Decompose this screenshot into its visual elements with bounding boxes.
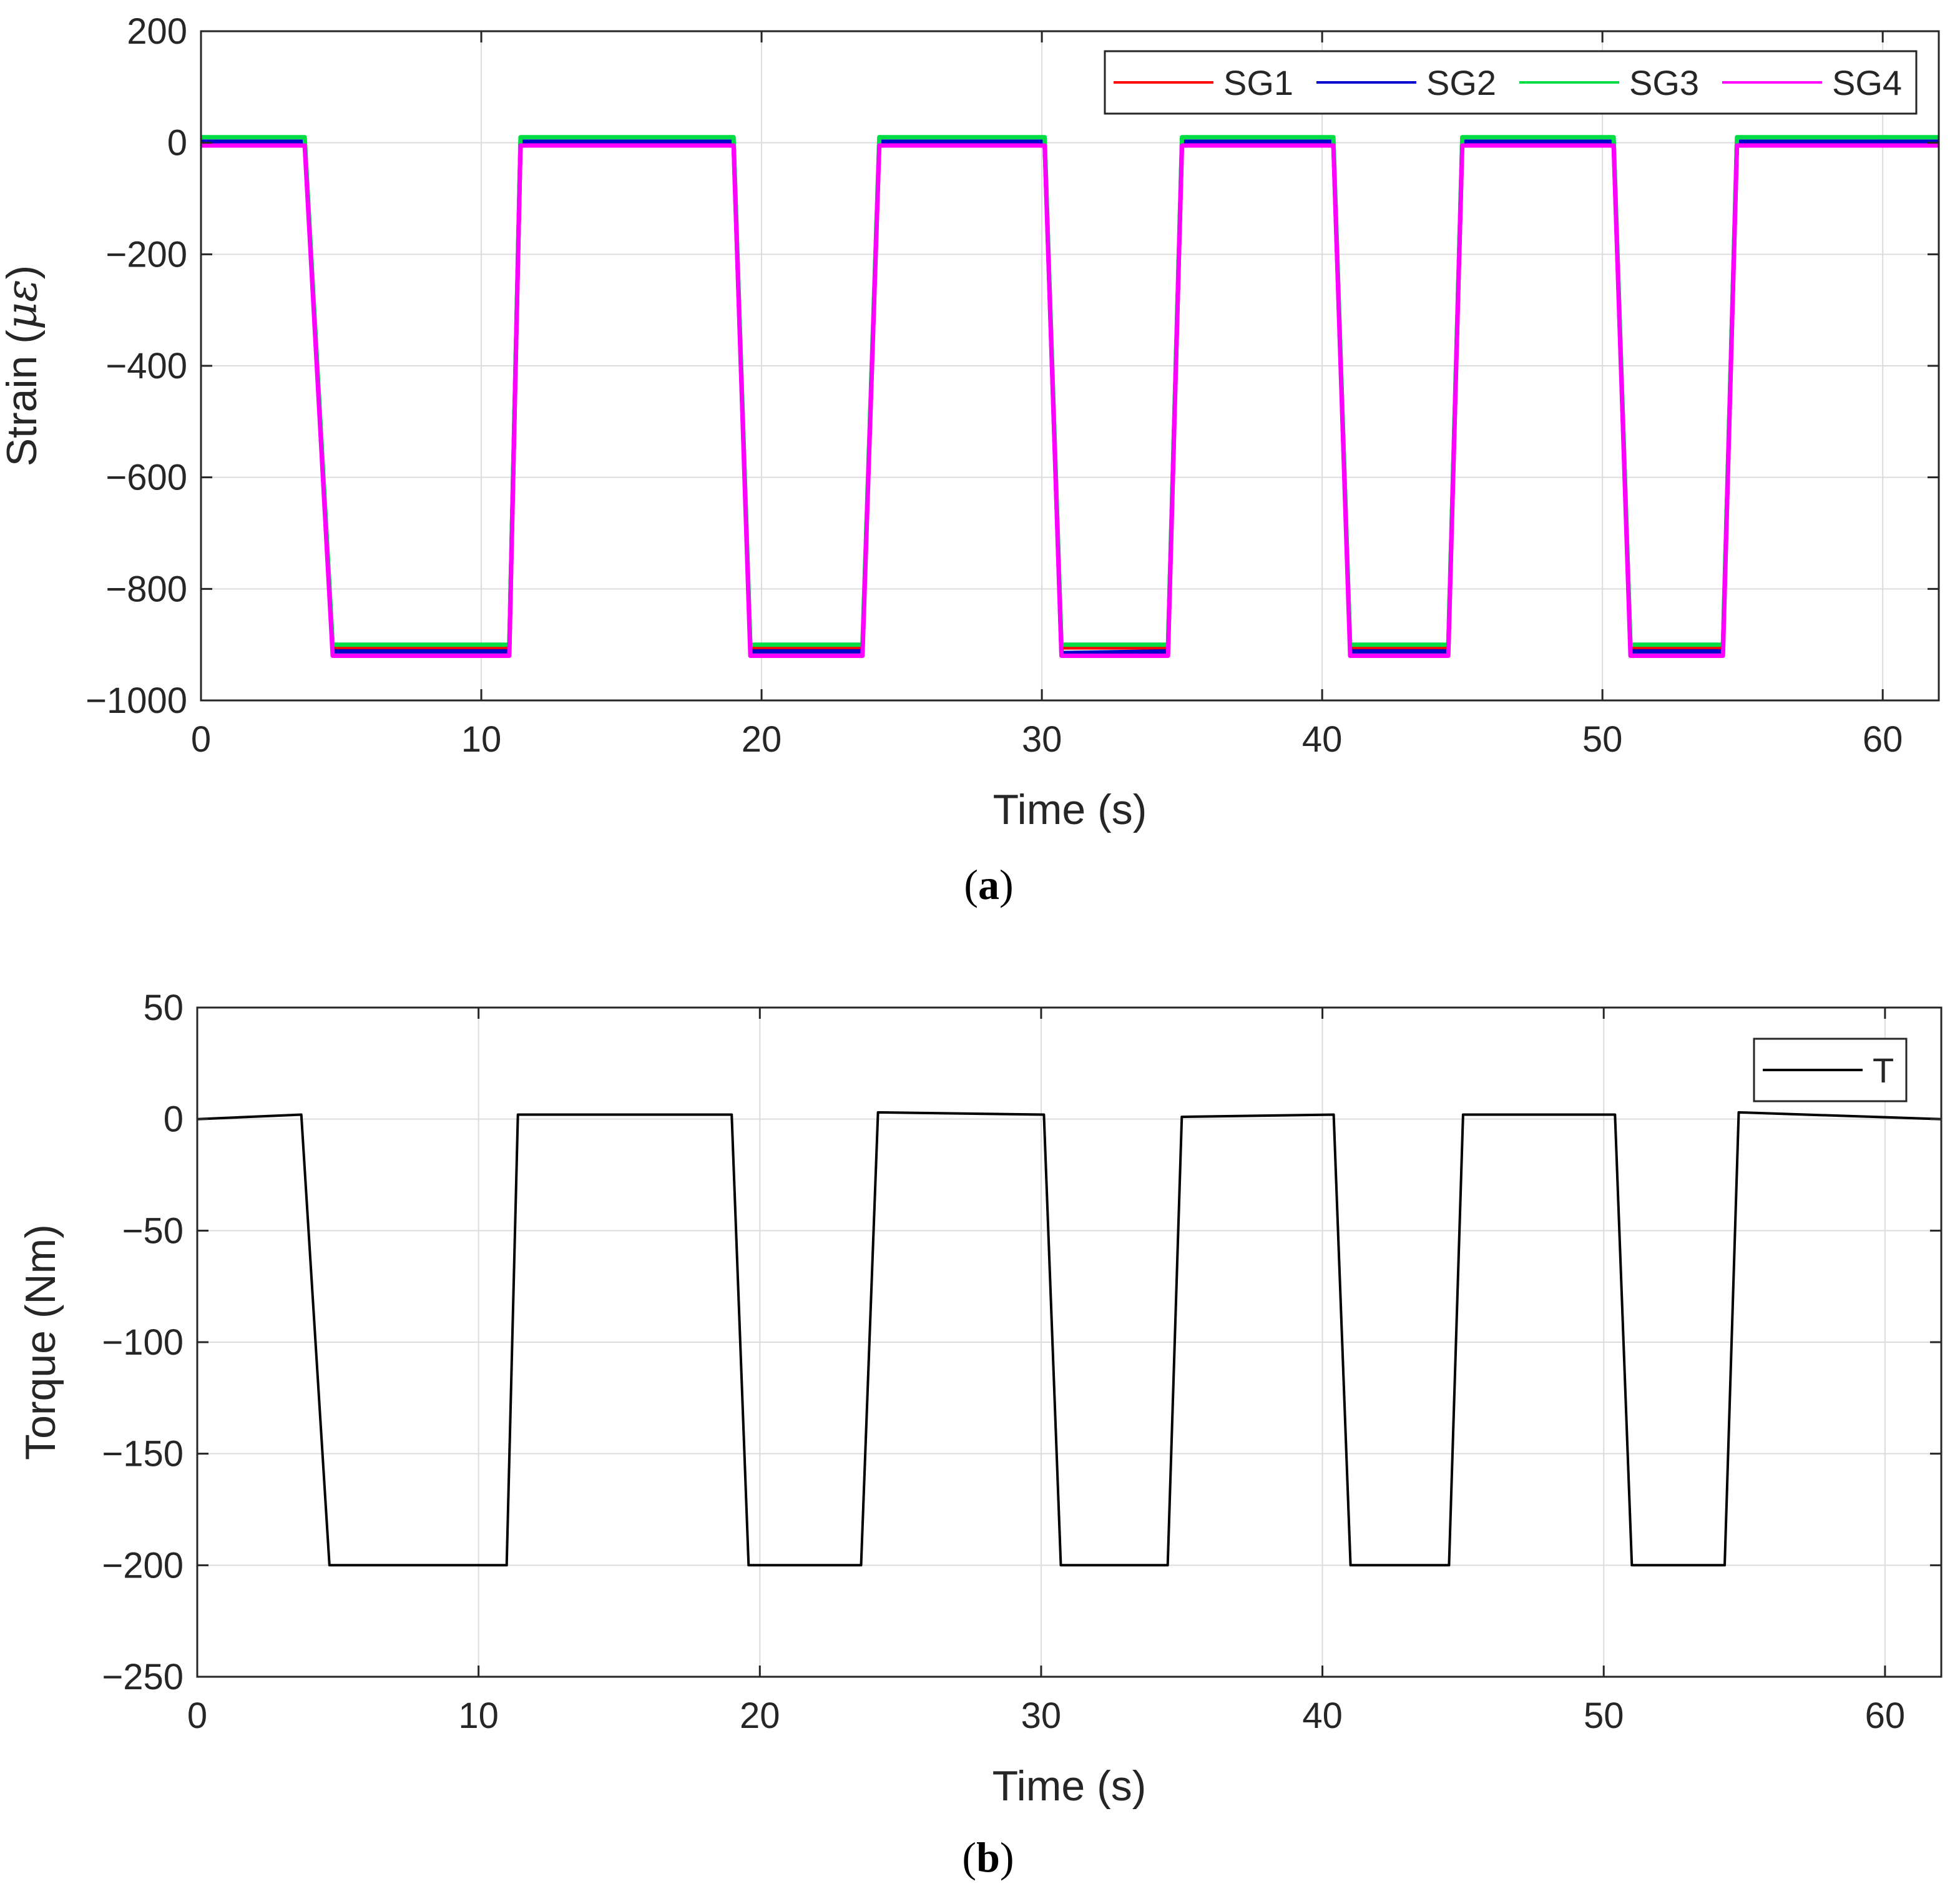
y-tick-label: −250	[102, 1657, 184, 1697]
x-axis-label: Time (s)	[992, 1762, 1147, 1810]
chart-a: 0 10 20 30 40 50 60 200 0 −200 −400 −600 −800 −1000 Ti…	[0, 11, 1940, 908]
panel-caption: (a)	[964, 861, 1013, 908]
legend-label-SG2: SG2	[1426, 63, 1496, 102]
x-tick-label: 30	[1021, 1695, 1062, 1736]
legend-label-T: T	[1873, 1051, 1894, 1090]
x-tick-label: 0	[191, 719, 211, 760]
chart-b: 0 10 20 30 40 50 60 50 0 −50 −100 −150 −200 −250 Time …	[17, 988, 1943, 1881]
legend: T	[1753, 1038, 1908, 1102]
x-tick-label: 50	[1582, 719, 1623, 760]
y-tick-label: −600	[105, 458, 187, 498]
x-tick-label: 0	[187, 1695, 207, 1736]
y-tick-label: −50	[122, 1210, 184, 1251]
legend-label-SG1: SG1	[1223, 63, 1293, 102]
x-tick-label: 40	[1302, 1695, 1343, 1736]
y-tick-label: −200	[102, 1545, 184, 1586]
y-tick-label: −150	[102, 1434, 184, 1475]
x-axis-label: Time (s)	[993, 786, 1147, 833]
y-axis-label: Torque (Nm)	[17, 1224, 64, 1460]
y-tick-label: −100	[102, 1322, 184, 1363]
x-tick-label: 30	[1022, 719, 1062, 760]
y-tick-label: −200	[105, 234, 187, 275]
x-tick-label: 60	[1863, 719, 1903, 760]
x-tick-label: 10	[461, 719, 502, 760]
y-tick-label: 0	[167, 123, 187, 164]
y-tick-label: 0	[164, 1099, 184, 1140]
x-tick-label: 50	[1584, 1695, 1624, 1736]
series-line-T	[197, 1111, 1942, 1567]
series-line-SG4	[201, 143, 1939, 658]
x-tick-label: 40	[1302, 719, 1343, 760]
legend-label-SG3: SG3	[1629, 63, 1699, 102]
y-tick-label: 200	[127, 11, 187, 52]
y-tick-label: 50	[143, 988, 184, 1028]
x-tick-label: 10	[458, 1695, 499, 1736]
x-tick-label: 20	[740, 1695, 780, 1736]
x-tick-label: 20	[742, 719, 782, 760]
legend-label-SG4: SG4	[1832, 63, 1902, 102]
y-axis-label: Strain (με)	[0, 265, 47, 467]
panel-caption: (b)	[962, 1833, 1014, 1881]
legend: SG1 SG2 SG3 SG4	[1104, 50, 1918, 115]
y-tick-label: −1000	[86, 680, 187, 721]
y-tick-label: −800	[105, 569, 187, 609]
y-tick-label: −400	[105, 346, 187, 386]
x-tick-label: 60	[1865, 1695, 1906, 1736]
